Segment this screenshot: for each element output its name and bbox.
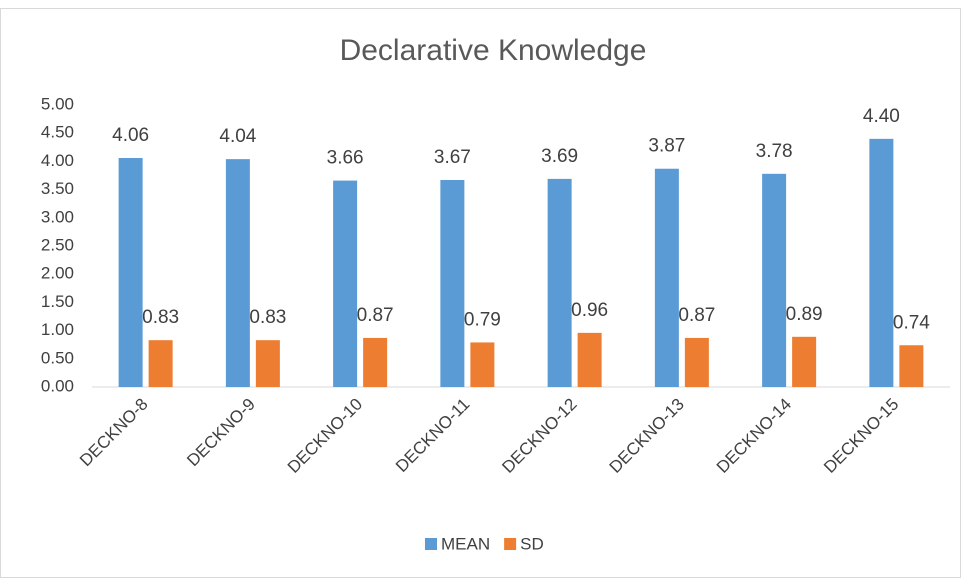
- value-label: 0.79: [464, 309, 501, 330]
- bar: [654, 168, 679, 387]
- bar: [547, 178, 572, 387]
- y-tick-label: 4.00: [41, 151, 74, 170]
- legend-swatch: [425, 538, 437, 550]
- value-label: 3.67: [434, 147, 471, 168]
- y-tick-label: 3.50: [41, 179, 74, 198]
- value-label: 0.83: [249, 307, 286, 328]
- bar: [684, 337, 709, 387]
- value-label: 0.87: [678, 305, 715, 326]
- value-label: 3.87: [648, 136, 685, 157]
- value-label: 0.74: [893, 312, 930, 333]
- value-label: 3.69: [541, 146, 578, 167]
- y-tick-label: 1.50: [41, 292, 74, 311]
- value-label: 4.04: [219, 126, 256, 147]
- bar: [255, 340, 280, 387]
- bar: [792, 336, 817, 387]
- value-label: 3.66: [327, 148, 364, 169]
- y-tick-label: 3.00: [41, 207, 74, 226]
- bar: [899, 345, 924, 387]
- value-label: 4.40: [863, 106, 900, 127]
- legend-label: SD: [520, 534, 544, 553]
- bar: [762, 173, 787, 387]
- legend-swatch: [504, 538, 517, 550]
- value-label: 0.89: [786, 304, 823, 325]
- bar: [225, 159, 250, 387]
- value-label: 0.96: [571, 300, 608, 321]
- y-tick-label: 0.00: [41, 376, 74, 395]
- y-tick-label: 2.00: [41, 264, 74, 283]
- chart-frame: [0, 8, 961, 578]
- legend-label: MEAN: [441, 534, 490, 553]
- y-tick-label: 2.50: [41, 235, 74, 254]
- value-label: 4.06: [112, 125, 149, 146]
- bar: [577, 332, 602, 387]
- bar: [470, 342, 495, 387]
- chart-title: Declarative Knowledge: [340, 34, 647, 67]
- y-tick-label: 0.50: [41, 348, 74, 367]
- bar: [869, 138, 894, 387]
- y-tick-label: 4.50: [41, 123, 74, 142]
- value-label: 0.87: [357, 305, 394, 326]
- y-tick-label: 5.00: [41, 94, 74, 113]
- value-label: 0.83: [142, 307, 179, 328]
- bar: [118, 158, 143, 387]
- bar: [148, 340, 173, 387]
- bar: [333, 180, 358, 387]
- value-label: 3.78: [756, 141, 793, 162]
- bar: [363, 337, 388, 387]
- y-tick-label: 1.00: [41, 320, 74, 339]
- bar: [440, 180, 465, 387]
